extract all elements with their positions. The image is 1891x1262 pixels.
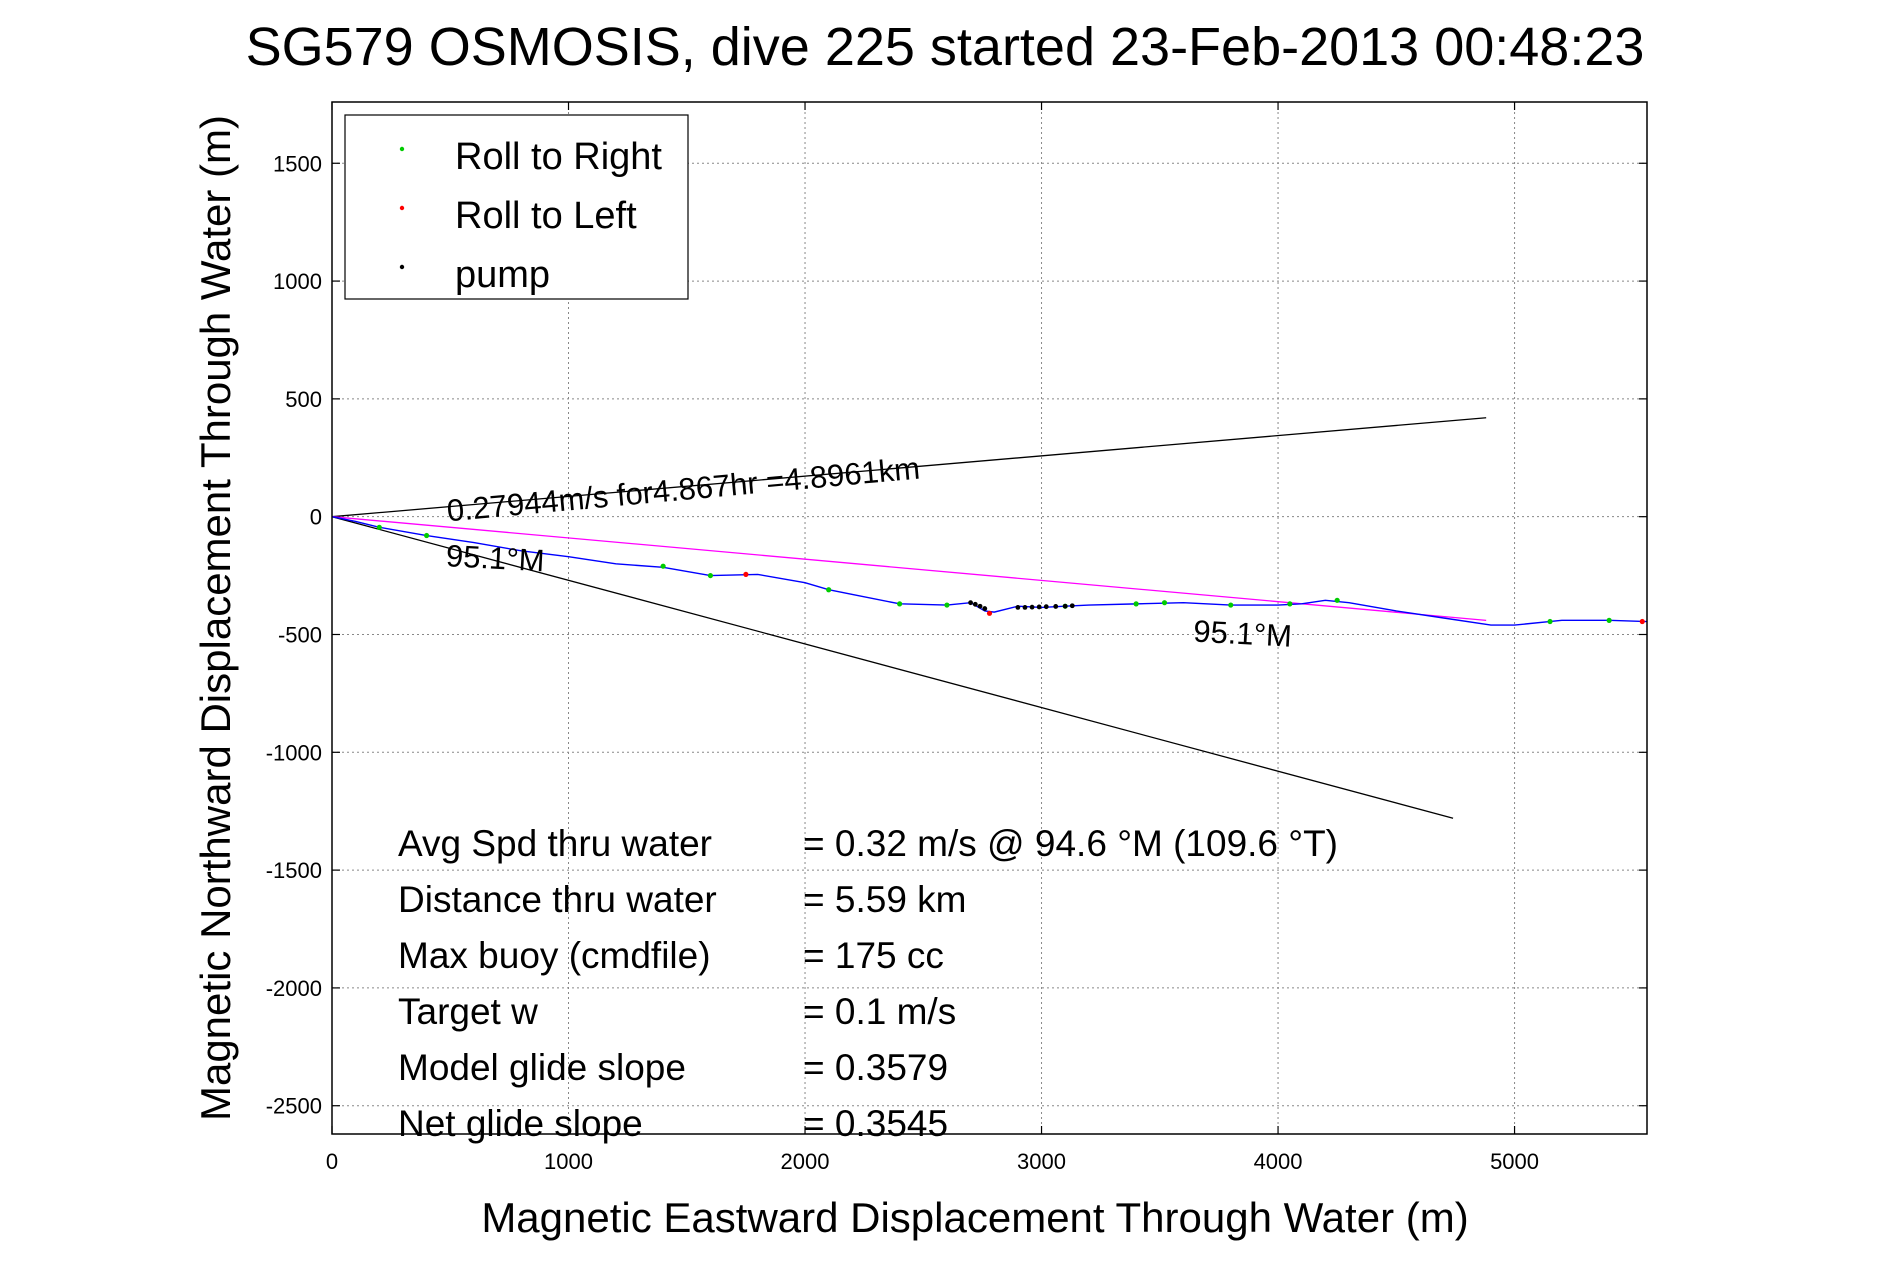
stat-label: Net glide slope [398, 1103, 643, 1144]
stat-value: = 0.3579 [803, 1047, 948, 1088]
roll-right-point [424, 532, 430, 539]
plot-frame [331, 101, 1648, 1135]
stat-value: = 175 cc [803, 935, 944, 976]
x-tick-label: 5000 [1490, 1149, 1539, 1174]
roll-left-point [986, 610, 993, 616]
x-axis-label: Magnetic Eastward Displacement Through W… [481, 1194, 1468, 1241]
y-tick-label: 0 [310, 505, 322, 530]
y-axis-label: Magnetic Northward Displacement Through … [192, 115, 239, 1121]
stat-value: = 0.3545 [803, 1103, 948, 1144]
chart-title: SG579 OSMOSIS, dive 225 started 23-Feb-2… [246, 17, 1645, 77]
pump-point [972, 601, 978, 607]
roll-right-point [660, 563, 666, 569]
y-tick-label: -500 [278, 622, 322, 647]
y-tick-label: 500 [285, 387, 322, 412]
axis-ticks: 0 1000 2000 3000 4000 5000150010005000-500-10… [266, 102, 1647, 1174]
pump-point [1029, 604, 1035, 610]
pump-point [1062, 603, 1068, 609]
stat-label: Distance thru water [398, 879, 717, 920]
stat-value: = 0.32 m/s @ 94.6 °M (109.6 °T) [803, 823, 1338, 864]
annotation-label: 95.1°M [445, 538, 545, 578]
y-tick-label: 1500 [273, 151, 322, 176]
legend-marker [399, 146, 405, 152]
x-tick-label: 1000 [544, 1149, 593, 1174]
upper-heading-bound-line [331, 417, 1487, 518]
legend: Roll to Right Roll to Left pump [344, 114, 689, 300]
pump-point [1036, 604, 1042, 610]
legend-label: pump [455, 254, 550, 296]
glider-track-line [331, 515, 1648, 626]
legend-marker [399, 264, 405, 270]
x-tick-label: 4000 [1254, 1149, 1303, 1174]
legend-marker [399, 205, 405, 211]
annotation-label: 95.1°M [1193, 614, 1293, 654]
legend-label: Roll to Right [455, 136, 662, 178]
stat-label: Target w [398, 991, 538, 1032]
y-tick-label: -1000 [266, 740, 322, 765]
stats-block: Avg Spd thru water = 0.32 m/s @ 94.6 °M (… [398, 823, 1338, 1144]
pump-point [1069, 603, 1075, 609]
y-tick-label: -2500 [266, 1094, 322, 1119]
roll-left-point [1639, 618, 1645, 625]
pump-point [1043, 604, 1049, 610]
stat-label: Max buoy (cmdfile) [398, 935, 711, 976]
roll-left-point [743, 571, 749, 578]
y-tick-label: -1500 [266, 858, 322, 883]
roll-right-point [1161, 600, 1168, 606]
pump-point [1015, 604, 1021, 610]
lower-heading-bound-line [331, 516, 1454, 819]
stat-label: Avg Spd thru water [398, 823, 712, 864]
plot-area: 0.27944m/s for4.867hr =4.8961km95.1°M95.… [331, 417, 1648, 819]
legend-label: Roll to Left [455, 195, 637, 237]
roll-right-point [1287, 601, 1293, 607]
pump-point [968, 600, 973, 606]
roll-right-point [826, 587, 832, 593]
x-tick-label: 2000 [781, 1149, 830, 1174]
x-tick-label: 3000 [1017, 1149, 1066, 1174]
y-tick-label: 1000 [273, 269, 322, 294]
pump-point [977, 603, 983, 609]
roll-right-point [1547, 618, 1553, 625]
roll-right-point [1228, 602, 1234, 608]
roll-right-point [897, 601, 903, 607]
stat-value: = 0.1 m/s [803, 991, 956, 1032]
stat-value: = 5.59 km [803, 879, 967, 920]
x-tick-label: 0 [326, 1149, 338, 1174]
stat-label: Model glide slope [398, 1047, 686, 1088]
grid-lines [331, 102, 1647, 1134]
y-tick-label: -2000 [266, 976, 322, 1001]
roll-right-point [1334, 597, 1340, 603]
roll-right-point [707, 572, 714, 579]
pump-point [1053, 604, 1059, 609]
mean-track-line [331, 516, 1487, 622]
roll-right-point [376, 524, 382, 530]
roll-right-point [1133, 601, 1139, 607]
roll-right-point [944, 602, 950, 608]
pump-point [1022, 604, 1028, 610]
roll-right-point [1606, 617, 1612, 623]
pump-point [982, 606, 988, 611]
